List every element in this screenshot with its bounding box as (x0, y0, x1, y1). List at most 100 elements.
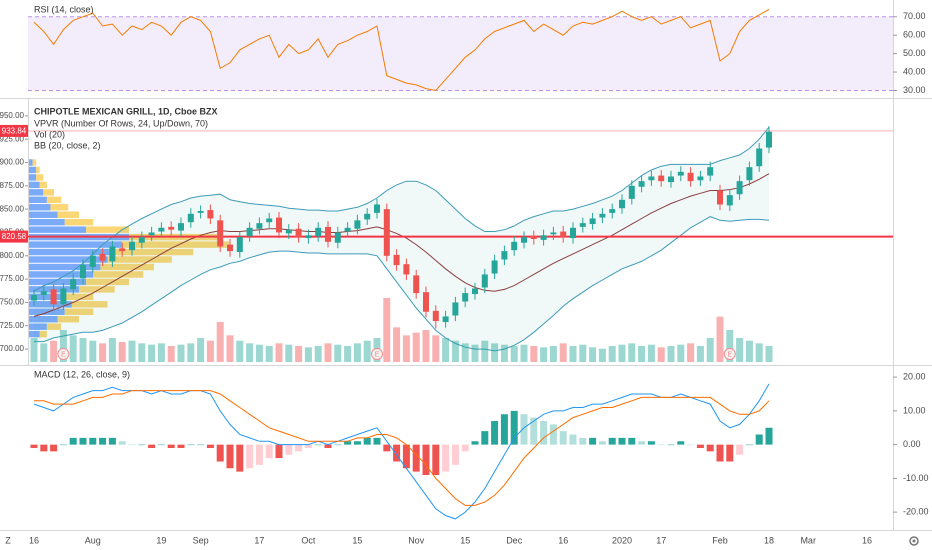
volume-bar (422, 330, 430, 362)
volume-bar (628, 343, 636, 362)
volume-bar (167, 346, 175, 362)
y-tick-label: 925.00 (0, 134, 25, 143)
candle-body (325, 226, 331, 242)
candle-body (491, 260, 498, 274)
macd-histogram-bar (324, 444, 332, 448)
volume-bar (265, 346, 273, 362)
y-tick-label: 900.00 (0, 158, 25, 167)
candle-body (31, 294, 37, 301)
candle-body (334, 232, 341, 243)
bb-line (33, 126, 770, 292)
y-tick-label: 0.00 (903, 439, 921, 449)
vpvr-down (86, 226, 129, 233)
volume-bar (118, 342, 126, 362)
volume-bar (138, 343, 146, 362)
candle-body (697, 176, 704, 181)
x-tick-label: 16 (558, 535, 568, 545)
vpvr-up (29, 263, 101, 271)
volume-bar (461, 343, 469, 362)
volume-bar (647, 344, 655, 362)
macd-histogram-bar (736, 444, 744, 455)
candle-body (589, 218, 596, 225)
volume-bar (726, 330, 734, 362)
x-tick-label: Nov (408, 535, 425, 545)
x-tick-label: Aug (85, 535, 101, 545)
x-tick-label: Dec (506, 535, 523, 545)
vpvr-down (93, 271, 144, 278)
macd-histogram-bar (677, 441, 685, 445)
candle-body (50, 289, 57, 305)
y-tick-label: 40.00 (903, 66, 926, 76)
macd-histogram-bar (285, 444, 293, 455)
volume-bar (314, 346, 322, 362)
volume-bar (687, 343, 695, 362)
vpvr-down (79, 286, 115, 293)
volume-bar (383, 298, 391, 362)
volume-bar (716, 316, 724, 362)
macd-histogram-bar (618, 437, 626, 445)
x-tick-label: Sep (193, 535, 209, 545)
candle-body (766, 131, 772, 148)
volume-bar (598, 348, 606, 362)
volume-bar (197, 338, 205, 362)
macd-histogram-bar (373, 437, 381, 445)
settings-icon[interactable] (909, 536, 919, 546)
macd-histogram-bar (442, 444, 450, 472)
indicator-label: VPVR (Number Of Rows, 24, Up/Down, 70) (34, 118, 208, 128)
candle-body (481, 274, 488, 288)
macd-histogram-bar (422, 444, 430, 475)
volume-bar (657, 347, 665, 362)
volume-bar (667, 346, 675, 362)
candle-body (530, 236, 537, 239)
volume-bar (491, 343, 499, 362)
macd-histogram-bar (393, 444, 401, 462)
earnings-label: E (375, 351, 380, 358)
volume-bar (706, 338, 714, 362)
candle-body (717, 190, 723, 205)
candle-body (305, 235, 312, 239)
macd-histogram-bar (530, 417, 538, 445)
candle-body (540, 235, 547, 240)
macd-histogram-bar (687, 444, 695, 446)
volume-bar (432, 335, 440, 362)
macd-histogram-bar (363, 437, 371, 445)
candle-body (432, 310, 439, 322)
vpvr-down (43, 189, 54, 196)
vpvr-down (46, 323, 62, 330)
volume-bar (569, 346, 577, 362)
macd-line (33, 383, 770, 520)
macd-histogram-bar (520, 414, 528, 445)
candle-body (129, 241, 135, 251)
candle-body (383, 209, 390, 256)
indicator-label: Vol (20) (34, 129, 65, 139)
y-tick-label: 850.00 (0, 204, 25, 213)
macd-histogram-bar (157, 444, 165, 446)
macd-histogram-bar (89, 437, 97, 445)
candle-body (736, 181, 743, 195)
vpvr-up (29, 181, 40, 189)
y-tick-label: -10.00 (903, 473, 929, 483)
volume-bar (216, 322, 224, 362)
y-tick-label: 950.00 (0, 111, 25, 120)
macd-histogram-bar (246, 444, 254, 469)
candle-body (423, 292, 429, 312)
y-tick-label: 50.00 (903, 48, 926, 58)
candle-body (256, 223, 263, 229)
earnings-label: E (727, 351, 732, 358)
volume-bar (324, 343, 332, 362)
candle-body (511, 241, 518, 251)
volume-bar (520, 344, 528, 362)
macd-histogram-bar (510, 410, 518, 445)
x-tick-label: 17 (254, 535, 264, 545)
macd-histogram-bar (638, 441, 646, 445)
vpvr-up (29, 174, 37, 181)
y-tick-label: 10.00 (903, 405, 926, 415)
earnings-label: E (61, 351, 66, 358)
corner-label[interactable]: Z (5, 535, 11, 545)
volume-bar (500, 344, 508, 362)
volume-bar (295, 346, 303, 362)
candle-body (638, 181, 645, 187)
macd-histogram-bar (118, 441, 126, 445)
vpvr-down (71, 301, 108, 308)
